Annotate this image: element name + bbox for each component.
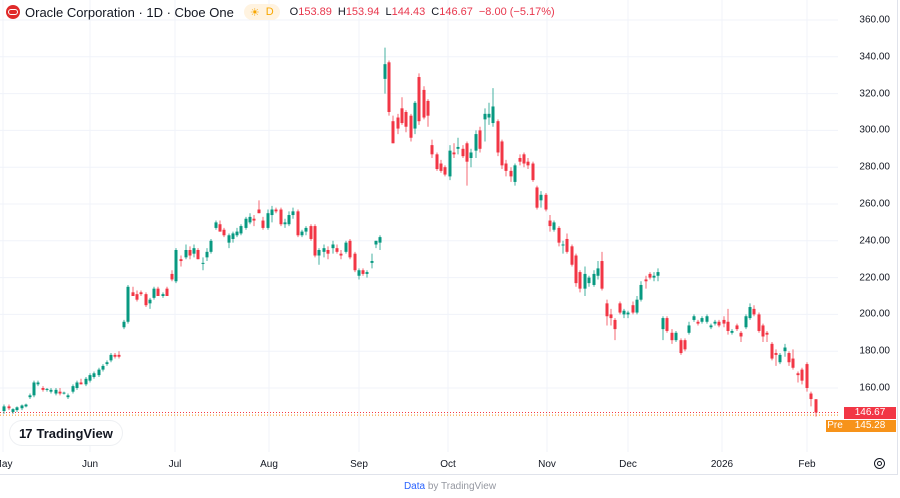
session-label: D (265, 6, 274, 18)
settings-gear-icon[interactable] (874, 458, 885, 469)
low-label: L (385, 6, 392, 18)
symbol-title[interactable]: Oracle Corporation · 1D · Cboe One (25, 4, 234, 20)
time-axis-label: Dec (619, 459, 637, 470)
high-label: H (337, 6, 346, 18)
last-price-tag: 146.67 (844, 407, 896, 419)
tradingview-wordmark: TradingView (36, 425, 113, 441)
footer-attribution: Data by TradingView (0, 481, 900, 492)
price-axis-label: 200.00 (859, 308, 890, 320)
change-value: −8.00 (−5.17%) (478, 6, 555, 18)
time-axis-label: Jul (168, 459, 182, 470)
close-label: C (431, 6, 440, 18)
price-axis-label: 220.00 (859, 272, 890, 284)
price-axis-label: 160.00 (859, 382, 890, 394)
time-axis-label: Sep (350, 459, 368, 470)
price-axis-label: 360.00 (859, 14, 890, 26)
price-axis-label: 260.00 (859, 198, 890, 210)
sun-icon: ☀ (249, 6, 260, 19)
pre-market-label: Pre (826, 420, 844, 432)
tradingview-mark-icon: 17 (19, 425, 33, 441)
time-axis-label: Oct (440, 459, 456, 470)
open-value: 153.89 (298, 6, 332, 18)
price-axis-label: 180.00 (859, 345, 890, 357)
time-axis-label: 2026 (710, 459, 734, 470)
price-axis-label: 320.00 (859, 88, 890, 100)
oracle-logo-icon (6, 5, 20, 19)
time-axis-label: May (0, 459, 13, 470)
ohlc-values: O153.89 H153.94 L144.43 C146.67 −8.00 (−… (290, 6, 555, 18)
price-axis-label: 300.00 (859, 124, 890, 136)
market-session-badge[interactable]: ☀ D (243, 4, 280, 20)
open-label: O (289, 6, 299, 18)
data-link[interactable]: Data (403, 481, 426, 492)
time-axis-label: Nov (538, 459, 556, 470)
time-axis-label: Aug (260, 459, 278, 470)
tradingview-logo[interactable]: 17 TradingView (10, 421, 122, 445)
by-tradingview-text: by TradingView (425, 481, 497, 492)
time-axis-label: Jun (81, 459, 99, 470)
price-axis-label: 240.00 (859, 235, 890, 247)
price-axis-label: 280.00 (859, 161, 890, 173)
pre-market-price-tag: 145.28 (844, 420, 896, 432)
chart-frame (0, 0, 898, 475)
chart-header: Oracle Corporation · 1D · Cboe One ☀ D O… (6, 3, 555, 21)
price-axis-label: 340.00 (859, 51, 890, 63)
time-axis-label: Feb (798, 459, 816, 470)
close-value: 146.67 (439, 6, 473, 18)
low-value: 144.43 (391, 6, 426, 18)
high-value: 153.94 (345, 6, 380, 18)
